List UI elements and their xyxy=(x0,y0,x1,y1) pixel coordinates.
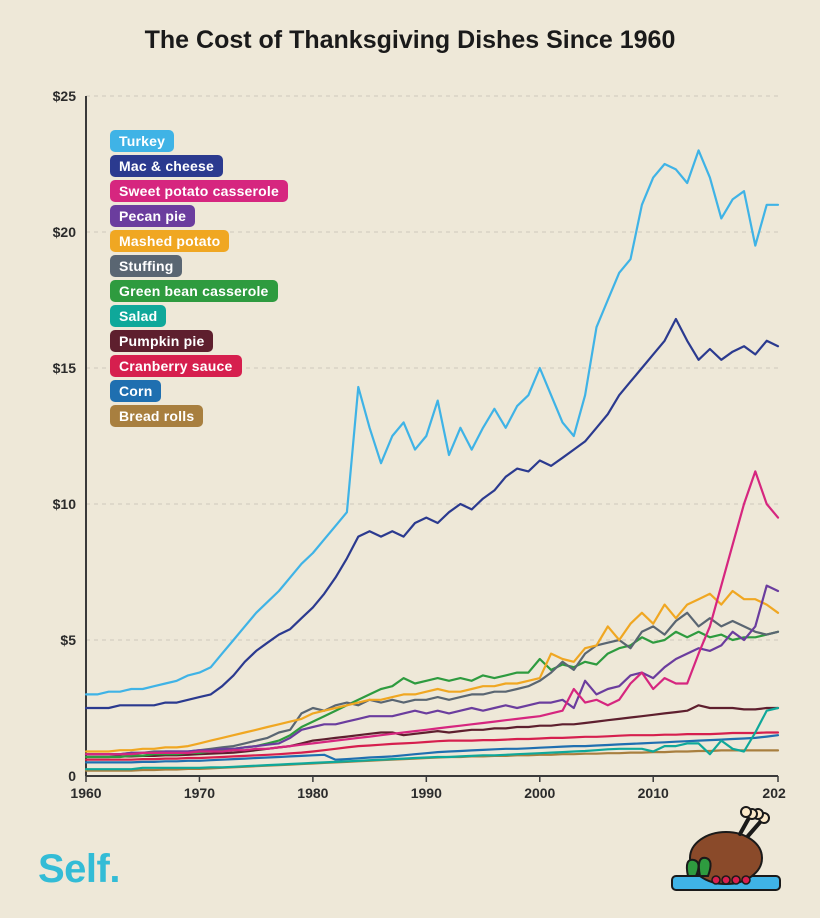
x-tick-label: 2000 xyxy=(524,785,555,801)
x-tick-label: 1960 xyxy=(70,785,101,801)
legend-item: Sweet potato casserole xyxy=(110,180,288,202)
brand-logo: Self. xyxy=(38,847,120,892)
y-tick-label: 0 xyxy=(68,768,76,784)
legend-item: Salad xyxy=(110,305,166,327)
legend-item: Green bean casserole xyxy=(110,280,278,302)
legend-item: Mac & cheese xyxy=(110,155,223,177)
legend-item: Bread rolls xyxy=(110,405,203,427)
legend: Turkey Mac & cheese Sweet potato casserole… xyxy=(110,130,288,427)
x-tick-label: 2010 xyxy=(638,785,669,801)
y-tick-label: $20 xyxy=(53,224,77,240)
series-line xyxy=(86,632,778,757)
legend-item: Corn xyxy=(110,380,161,402)
y-tick-label: $10 xyxy=(53,496,77,512)
x-tick-label: 1990 xyxy=(411,785,442,801)
y-tick-label: $25 xyxy=(53,88,77,104)
legend-item: Pumpkin pie xyxy=(110,330,213,352)
series-line xyxy=(86,591,778,752)
legend-item: Cranberry sauce xyxy=(110,355,242,377)
legend-item: Pecan pie xyxy=(110,205,195,227)
page-root: The Cost of Thanksgiving Dishes Since 19… xyxy=(0,0,820,918)
x-tick-label: 2021 xyxy=(762,785,786,801)
x-tick-label: 1980 xyxy=(297,785,328,801)
y-tick-label: $15 xyxy=(53,360,77,376)
turkey-icon xyxy=(666,806,786,896)
legend-item: Stuffing xyxy=(110,255,182,277)
legend-item: Mashed potato xyxy=(110,230,229,252)
legend-item: Turkey xyxy=(110,130,174,152)
y-tick-label: $5 xyxy=(60,632,76,648)
chart-title: The Cost of Thanksgiving Dishes Since 19… xyxy=(0,26,820,55)
x-tick-label: 1970 xyxy=(184,785,215,801)
